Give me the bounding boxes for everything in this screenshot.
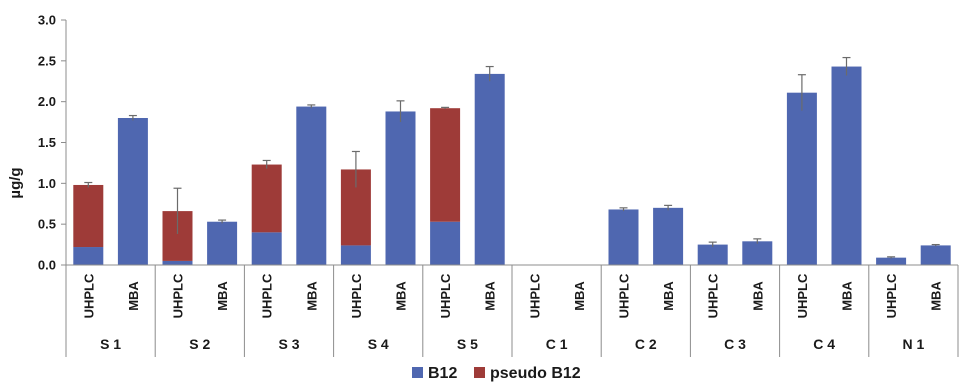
bar-b12 (340, 245, 371, 265)
bar-b12 (430, 221, 461, 265)
y-tick-label: 2.0 (38, 94, 56, 109)
x-category-label: UHPLC (171, 273, 186, 318)
bar-b12 (653, 207, 684, 265)
x-group-label: S 5 (457, 336, 478, 352)
y-tick-label: 0.0 (38, 258, 56, 273)
x-category-label: MBA (304, 281, 319, 311)
bar-b12 (786, 92, 817, 265)
bar-pseudo-b12 (73, 184, 104, 248)
bar-b12 (474, 73, 505, 266)
bar-b12 (697, 244, 728, 265)
y-tick-label: 0.5 (38, 217, 56, 232)
bar-pseudo-b12 (430, 108, 461, 222)
x-group-label: C 1 (546, 336, 568, 352)
y-axis-title-group: µg/g (7, 167, 24, 198)
x-category-label: MBA (750, 281, 765, 311)
x-group-label: S 4 (368, 336, 389, 352)
x-category-label: UHPLC (617, 273, 632, 318)
axes-layer (61, 19, 959, 357)
bar-b12 (608, 209, 639, 265)
x-group-label: C 4 (813, 336, 835, 352)
labels-layer: 0.0 0.5 1.0 1.5 2.0 2.5 3.0 UHPLC MBA S 1 UHPLC MBA… (38, 13, 944, 353)
bar-b12 (162, 260, 193, 265)
x-category-label: UHPLC (795, 273, 810, 318)
x-category-label: MBA (840, 281, 855, 311)
x-category-label: MBA (929, 281, 944, 311)
bars-layer (73, 66, 951, 266)
legend-swatch-pseudo-b12 (474, 367, 485, 378)
legend: B12 pseudo B12 (412, 365, 581, 382)
x-category-label: MBA (126, 281, 141, 311)
bar-b12 (385, 111, 416, 265)
x-category-label: MBA (572, 281, 587, 311)
y-tick-label: 2.5 (38, 53, 56, 68)
x-category-label: UHPLC (527, 273, 542, 318)
x-category-label: UHPLC (349, 273, 364, 318)
x-category-label: UHPLC (81, 273, 96, 318)
x-category-label: MBA (215, 281, 230, 311)
bar-b12 (207, 221, 238, 265)
x-group-label: S 3 (278, 336, 299, 352)
x-group-label: C 2 (635, 336, 657, 352)
legend-label-b12: B12 (428, 365, 457, 382)
x-group-label: S 1 (100, 336, 121, 352)
bar-b12 (831, 66, 862, 265)
x-category-label: MBA (483, 281, 498, 311)
legend-label-pseudo-b12: pseudo B12 (490, 365, 581, 382)
bar-b12 (742, 241, 773, 265)
bar-b12 (117, 118, 148, 265)
x-category-label: MBA (394, 281, 409, 311)
error-bars-layer (84, 56, 940, 259)
x-group-label: N 1 (903, 336, 925, 352)
bar-b12 (251, 232, 282, 265)
x-group-label: S 2 (189, 336, 210, 352)
x-category-label: UHPLC (438, 273, 453, 318)
y-axis-title: µg/g (7, 167, 24, 198)
bar-pseudo-b12 (251, 164, 282, 233)
legend-swatch-b12 (412, 367, 423, 378)
y-tick-label: 3.0 (38, 13, 56, 28)
x-category-label: UHPLC (706, 273, 721, 318)
bar-b12 (73, 247, 104, 265)
y-tick-label: 1.0 (38, 176, 56, 191)
x-group-label: C 3 (724, 336, 746, 352)
x-category-label: MBA (661, 281, 676, 311)
x-category-label: UHPLC (884, 273, 899, 318)
bar-b12 (296, 106, 327, 265)
bar-b12 (876, 257, 907, 265)
y-tick-label: 1.5 (38, 135, 56, 150)
x-category-label: UHPLC (260, 273, 275, 318)
bar-b12 (920, 245, 951, 265)
